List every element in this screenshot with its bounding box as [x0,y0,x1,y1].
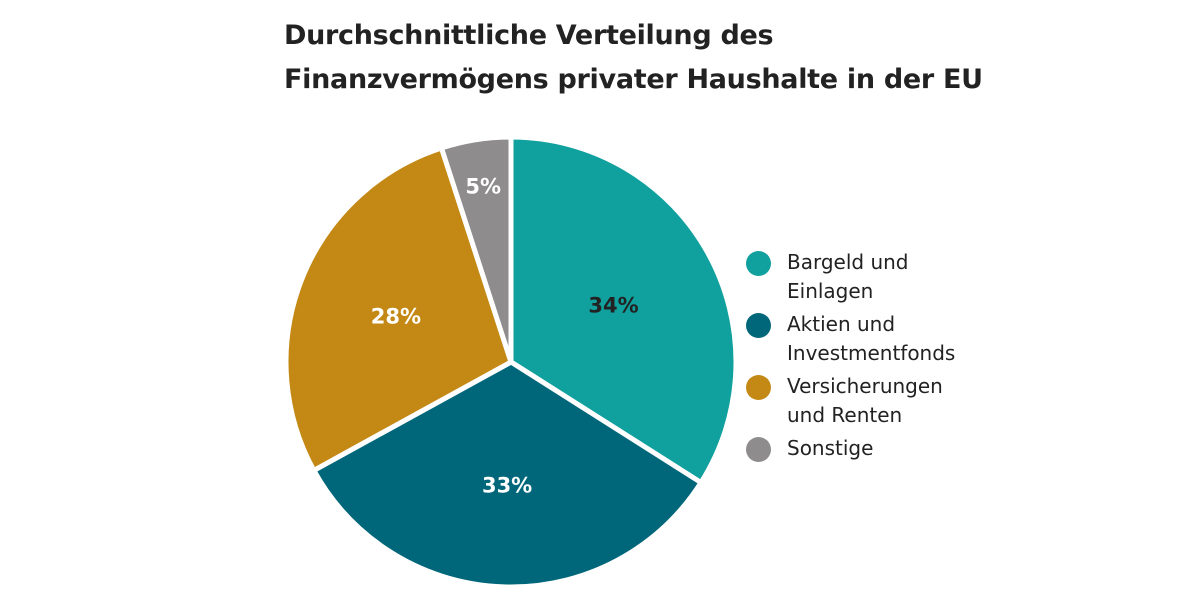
legend-label-sonstige: Sonstige [787,434,987,463]
pie-slice-sonstige [438,134,514,365]
legend-label-aktien-line-1: Aktien und [787,312,896,336]
legend-swatch-bargeld [746,251,771,276]
legend-label-sonstige-line-1: Sonstige [787,436,874,460]
legend-item-bargeld: Bargeld und Einlagen [746,248,1006,306]
pie-slice-versicherungen [283,145,514,473]
legend-label-bargeld-line-2: Einlagen [787,279,874,303]
data-label-versicherungen: 28% [371,304,421,328]
data-label-sonstige: 5% [465,174,501,198]
legend-label-aktien: Aktien und Investmentfonds [787,310,987,368]
legend-swatch-aktien [746,313,771,338]
legend-label-aktien-line-2: Investmentfonds [787,341,956,365]
chart-title-line-2: Finanzvermögens privater Haushalte in de… [284,64,983,95]
data-label-aktien: 33% [482,474,532,498]
legend-label-bargeld-line-1: Bargeld und [787,250,909,274]
legend-swatch-versicherungen [746,375,771,400]
legend-label-versicherungen-line-2: und Renten [787,403,903,427]
chart-title-line-1: Durchschnittliche Verteilung des [284,20,774,51]
chart-title: Durchschnittliche Verteilung des Finanzv… [284,14,983,102]
legend-label-versicherungen: Versicherungen und Renten [787,372,987,430]
data-label-bargeld: 34% [588,294,638,318]
legend-label-bargeld: Bargeld und Einlagen [787,248,987,306]
legend-item-versicherungen: Versicherungen und Renten [746,372,1006,430]
legend-label-versicherungen-line-1: Versicherungen [787,374,943,398]
legend-swatch-sonstige [746,437,771,462]
legend-item-aktien: Aktien und Investmentfonds [746,310,1006,368]
legend-item-sonstige: Sonstige [746,434,1006,463]
chart-legend: Bargeld und Einlagen Aktien und Investme… [746,248,1006,467]
